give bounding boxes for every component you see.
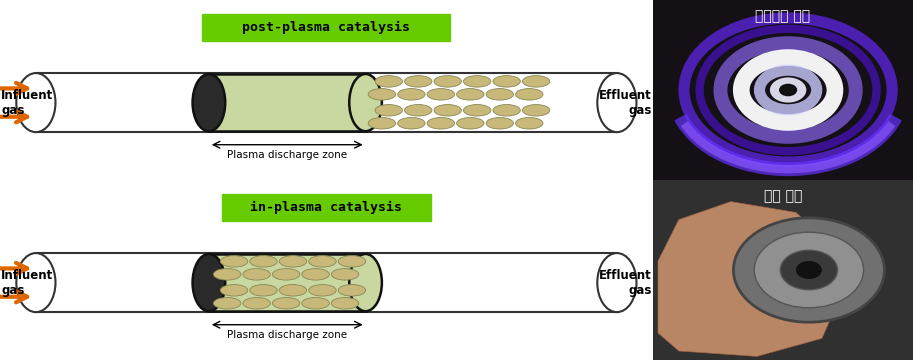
Ellipse shape [597, 253, 636, 312]
Ellipse shape [516, 89, 543, 100]
FancyBboxPatch shape [203, 14, 450, 41]
Text: Plasma discharge zone: Plasma discharge zone [227, 330, 347, 340]
FancyBboxPatch shape [222, 194, 431, 221]
Ellipse shape [16, 253, 56, 312]
Ellipse shape [427, 117, 455, 129]
Ellipse shape [302, 269, 330, 280]
Ellipse shape [516, 117, 543, 129]
Ellipse shape [456, 89, 484, 100]
Ellipse shape [350, 74, 382, 131]
Ellipse shape [522, 76, 550, 87]
Ellipse shape [486, 89, 513, 100]
Ellipse shape [733, 218, 885, 322]
Ellipse shape [368, 89, 395, 100]
Ellipse shape [220, 284, 247, 296]
Ellipse shape [279, 256, 307, 267]
Ellipse shape [220, 256, 247, 267]
Ellipse shape [214, 269, 241, 280]
Ellipse shape [338, 284, 365, 296]
Text: 플라즈마 방전: 플라즈마 방전 [755, 9, 811, 23]
Ellipse shape [456, 117, 484, 129]
Ellipse shape [434, 76, 461, 87]
Ellipse shape [434, 104, 461, 116]
Ellipse shape [193, 74, 226, 131]
Ellipse shape [368, 117, 395, 129]
Ellipse shape [486, 117, 513, 129]
Bar [36, 253, 617, 312]
Ellipse shape [493, 76, 520, 87]
Ellipse shape [279, 284, 307, 296]
Polygon shape [658, 202, 840, 356]
Ellipse shape [214, 297, 241, 309]
Ellipse shape [16, 73, 56, 132]
Ellipse shape [375, 104, 403, 116]
Ellipse shape [302, 297, 330, 309]
Ellipse shape [493, 104, 520, 116]
Ellipse shape [404, 76, 432, 87]
Text: Plasma discharge zone: Plasma discharge zone [227, 150, 347, 160]
Ellipse shape [250, 256, 278, 267]
Ellipse shape [250, 284, 278, 296]
Text: Influent
gas: Influent gas [1, 269, 54, 297]
Ellipse shape [243, 297, 270, 309]
Text: post-plasma catalysis: post-plasma catalysis [242, 21, 411, 34]
Ellipse shape [597, 73, 636, 132]
Text: in-plasma catalysis: in-plasma catalysis [250, 201, 403, 214]
Ellipse shape [796, 261, 822, 279]
Ellipse shape [779, 84, 797, 96]
Ellipse shape [272, 269, 299, 280]
Ellipse shape [331, 269, 359, 280]
Ellipse shape [350, 254, 382, 311]
Ellipse shape [754, 232, 864, 308]
Bar [36, 73, 617, 132]
Ellipse shape [398, 89, 425, 100]
Ellipse shape [193, 254, 226, 311]
Ellipse shape [338, 256, 365, 267]
Ellipse shape [375, 76, 403, 87]
Ellipse shape [404, 104, 432, 116]
Ellipse shape [309, 256, 336, 267]
Ellipse shape [309, 284, 336, 296]
Ellipse shape [464, 104, 491, 116]
Ellipse shape [781, 250, 837, 290]
Ellipse shape [770, 77, 806, 103]
Ellipse shape [427, 89, 455, 100]
Text: Influent
gas: Influent gas [1, 89, 54, 117]
Text: Effluent
gas: Effluent gas [599, 269, 652, 297]
Text: 촉매 충진: 촉매 충진 [763, 189, 803, 203]
Ellipse shape [464, 76, 491, 87]
Bar [209, 254, 365, 311]
Text: Effluent
gas: Effluent gas [599, 89, 652, 117]
Ellipse shape [272, 297, 299, 309]
Ellipse shape [522, 104, 550, 116]
Bar [209, 74, 365, 131]
Ellipse shape [398, 117, 425, 129]
Ellipse shape [243, 269, 270, 280]
Ellipse shape [331, 297, 359, 309]
